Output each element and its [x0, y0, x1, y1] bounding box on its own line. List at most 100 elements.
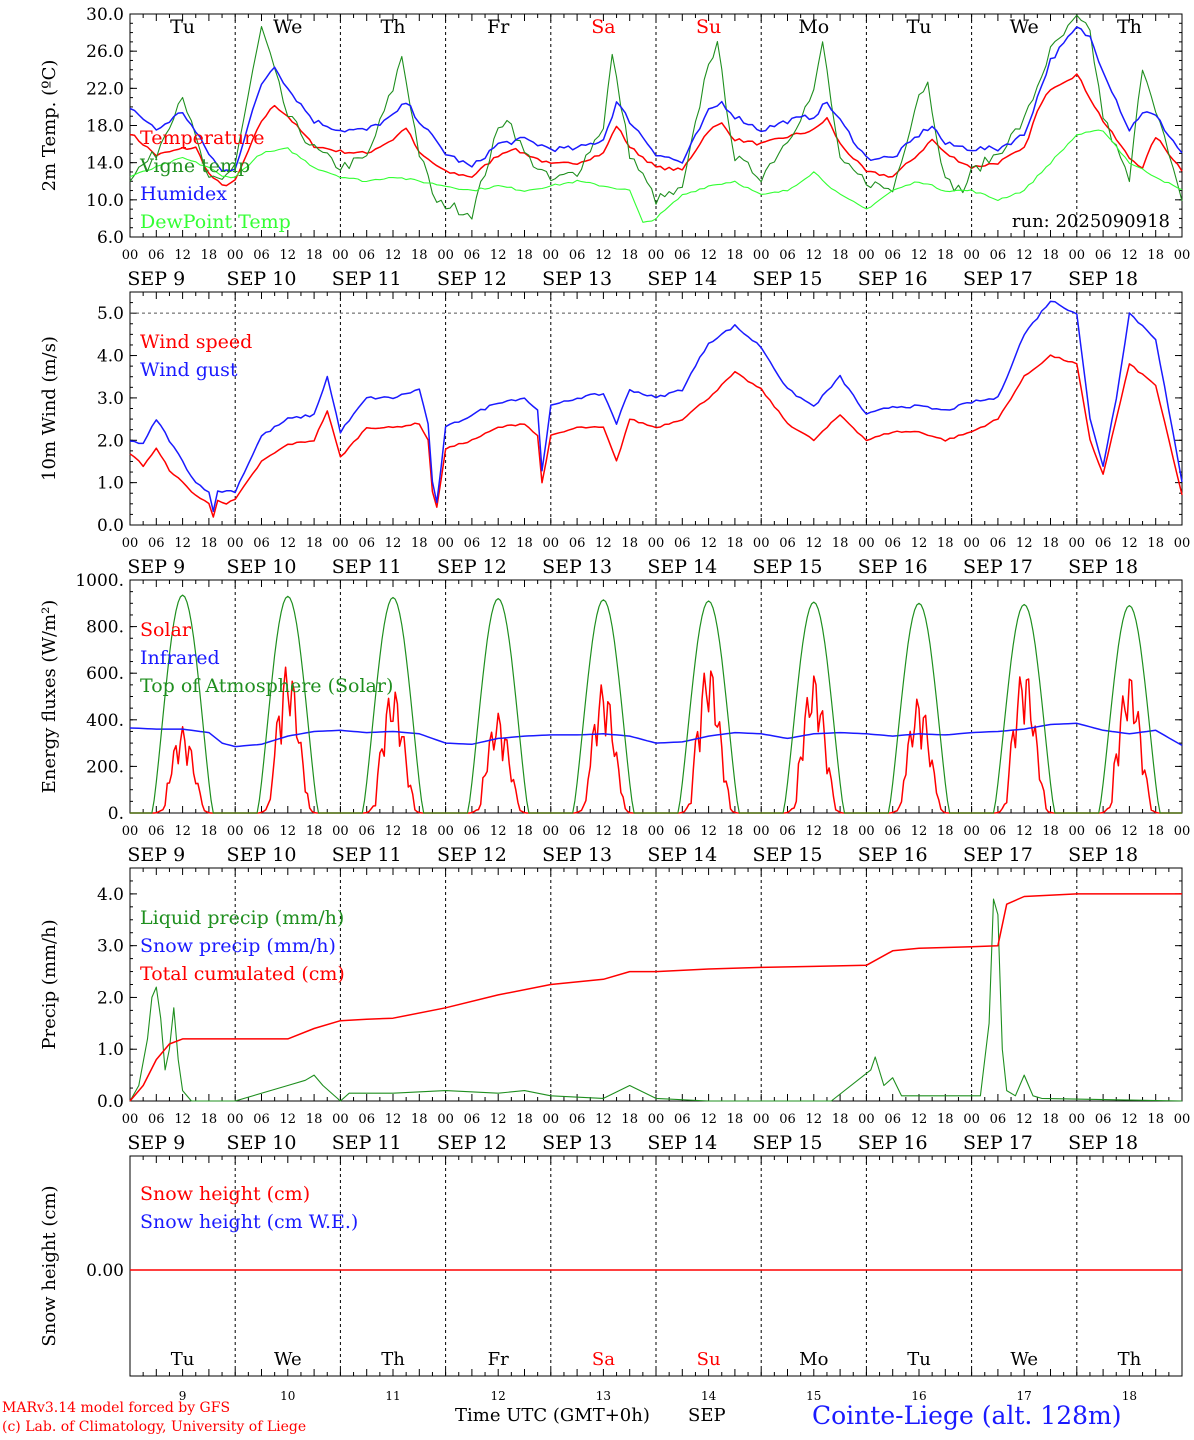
- x-tick-label: 00: [332, 248, 349, 263]
- x-tick-label: 18: [516, 824, 533, 839]
- x-tick-label: 06: [779, 1112, 796, 1127]
- x-tick-label: 00: [227, 1112, 244, 1127]
- x-tick-label: 00: [1069, 1112, 1086, 1127]
- x-tick-label: 00: [648, 248, 665, 263]
- y-tick-label: 0.: [108, 804, 124, 824]
- x-tick-label: 18: [201, 536, 218, 551]
- y-tick-label: 10.0: [86, 191, 124, 211]
- x-tick-label: 18: [201, 824, 218, 839]
- x-tick-label: 06: [884, 248, 901, 263]
- x-tick-label: 00: [648, 824, 665, 839]
- x-tick-label: 06: [253, 536, 270, 551]
- x-tick-label: 12: [595, 536, 612, 551]
- x-tick-label: 00: [753, 536, 770, 551]
- date-label: SEP 11: [332, 1132, 402, 1154]
- date-label: SEP 18: [1068, 1132, 1138, 1154]
- date-label: SEP 10: [227, 556, 297, 578]
- x-tick-label: 12: [1016, 824, 1033, 839]
- series-line-temperature: [129, 73, 1183, 187]
- x-tick-label: 12: [280, 824, 297, 839]
- x-tick-label: 12: [806, 1112, 823, 1127]
- x-tick-label: 12: [385, 248, 402, 263]
- day-number-label: 9: [179, 1389, 187, 1403]
- x-tick-label: 06: [253, 248, 270, 263]
- x-tick-label: 12: [385, 824, 402, 839]
- x-tick-label: 00: [122, 248, 139, 263]
- x-tick-label: 12: [911, 536, 928, 551]
- date-label: SEP 9: [127, 1132, 185, 1154]
- date-label: SEP 14: [647, 844, 717, 866]
- x-tick-label: 00: [648, 1112, 665, 1127]
- x-tick-label: 12: [490, 248, 507, 263]
- model-credit: MARv3.14 model forced by GFS: [2, 1400, 231, 1416]
- x-tick-label: 00: [1174, 536, 1191, 551]
- x-tick-label: 18: [727, 536, 744, 551]
- x-tick-label: 06: [1095, 536, 1112, 551]
- day-number-label: 11: [385, 1389, 400, 1403]
- x-tick-label: 12: [385, 1112, 402, 1127]
- x-tick-label: 06: [358, 824, 375, 839]
- x-tick-label: 18: [832, 824, 849, 839]
- legend-entry: Solar: [140, 619, 192, 641]
- x-tick-label: 18: [1147, 824, 1164, 839]
- panel-1: 6.0 10.0 14.0 18.0 22.0 26.0 30.0 2m Temp. (ºC)…: [39, 5, 1190, 290]
- date-label: SEP 18: [1068, 556, 1138, 578]
- x-tick-label: 18: [937, 1112, 954, 1127]
- date-label: SEP 15: [753, 268, 823, 290]
- day-of-week-label: Tu: [907, 1349, 931, 1370]
- date-label: SEP 17: [963, 556, 1033, 578]
- x-tick-label: 06: [674, 824, 691, 839]
- x-tick-label: 18: [516, 1112, 533, 1127]
- x-tick-label: 12: [174, 248, 191, 263]
- x-tick-label: 12: [806, 824, 823, 839]
- x-tick-label: 12: [700, 536, 717, 551]
- y-tick-label: 22.0: [86, 79, 124, 99]
- day-number-label: 18: [1122, 1389, 1137, 1403]
- y-tick-label: 800.: [86, 618, 124, 638]
- day-of-week-label: Th: [381, 1349, 405, 1370]
- date-label: SEP 10: [227, 1132, 297, 1154]
- x-tick-label: 00: [753, 1112, 770, 1127]
- legend-entry: Vigne temp: [139, 155, 250, 177]
- series-line-liquid-precip-mm-h-: [129, 898, 1183, 1102]
- x-tick-label: 00: [753, 824, 770, 839]
- y-axis-label: 10m Wind (m/s): [39, 336, 60, 481]
- day-of-week-label: Fr: [487, 16, 510, 38]
- day-number-label: 12: [491, 1389, 506, 1403]
- x-tick-label: 18: [306, 1112, 323, 1127]
- y-tick-label: 400.: [86, 711, 124, 731]
- x-tick-label: 06: [148, 1112, 165, 1127]
- date-label: SEP 17: [963, 268, 1033, 290]
- x-tick-label: 18: [727, 248, 744, 263]
- x-tick-label: 06: [779, 536, 796, 551]
- date-label: SEP 15: [753, 1132, 823, 1154]
- x-tick-label: 18: [1147, 248, 1164, 263]
- x-tick-label: 12: [911, 248, 928, 263]
- x-tick-label: 00: [332, 536, 349, 551]
- y-tick-label: 5.0: [97, 304, 124, 324]
- legend-entry: Liquid precip (mm/h): [140, 907, 344, 929]
- x-tick-label: 00: [437, 1112, 454, 1127]
- x-tick-label: 00: [227, 536, 244, 551]
- x-tick-label: 06: [569, 824, 586, 839]
- x-tick-label: 06: [779, 824, 796, 839]
- day-of-week-label: Tu: [171, 1349, 195, 1370]
- series-line-wind-speed: [129, 354, 1183, 518]
- x-tick-label: 06: [358, 1112, 375, 1127]
- x-tick-label: 18: [201, 248, 218, 263]
- x-tick-label: 12: [700, 1112, 717, 1127]
- run-label: run: 2025090918: [1012, 211, 1170, 232]
- legend-entry: Total cumulated (cm): [140, 963, 345, 985]
- x-tick-label: 06: [884, 1112, 901, 1127]
- x-tick-label: 06: [464, 248, 481, 263]
- lab-credit: (c) Lab. of Climatology, University of L…: [2, 1419, 307, 1435]
- x-tick-label: 18: [516, 248, 533, 263]
- x-tick-label: 06: [990, 1112, 1007, 1127]
- x-tick-label: 18: [411, 824, 428, 839]
- x-tick-label: 12: [806, 536, 823, 551]
- y-tick-label: 0.0: [97, 516, 124, 536]
- x-tick-label: 00: [1069, 248, 1086, 263]
- x-tick-label: 12: [174, 824, 191, 839]
- x-tick-label: 12: [700, 824, 717, 839]
- day-of-week-label: Sa: [592, 1349, 615, 1370]
